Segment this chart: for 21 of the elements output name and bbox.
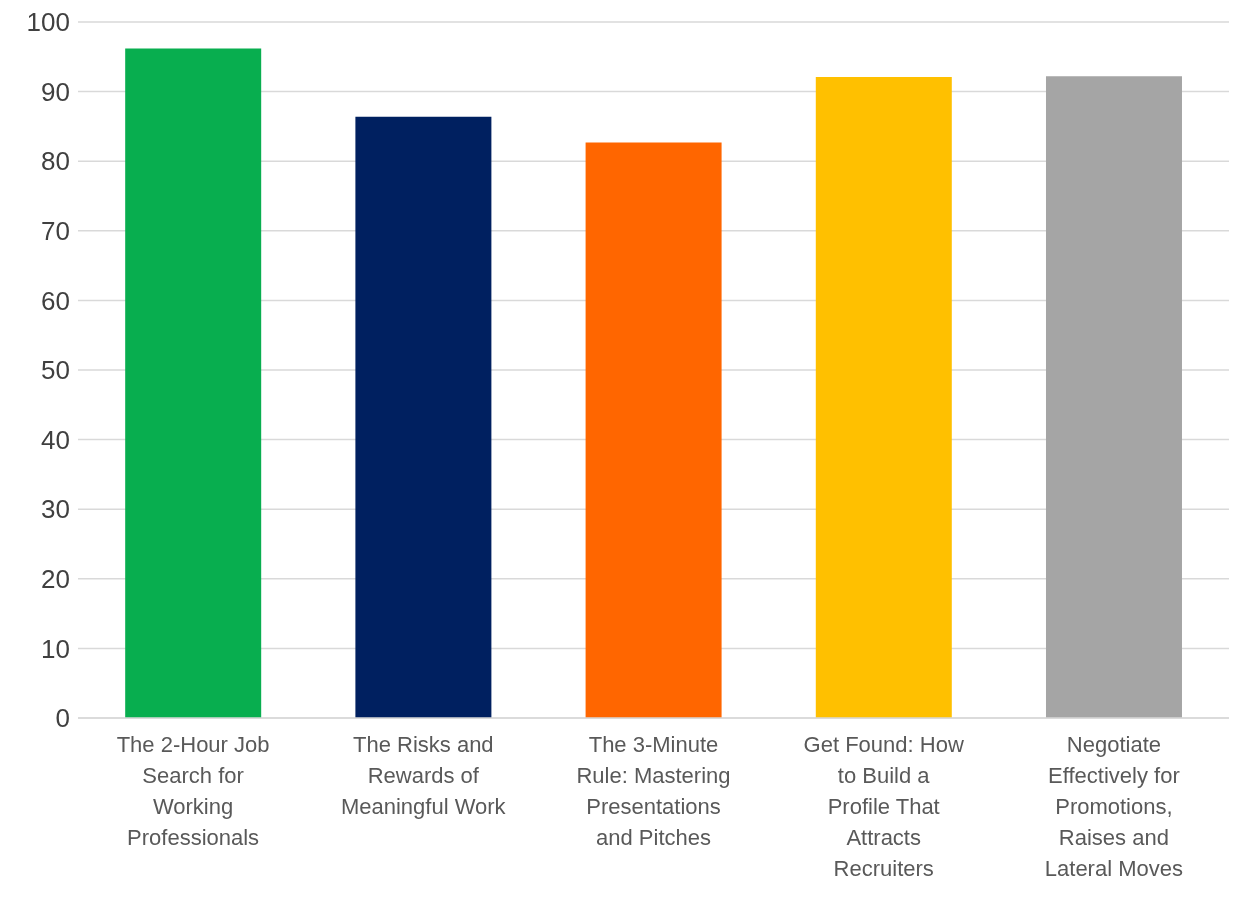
x-tick-label: The 3-Minute Rule: Mastering Presentations and Pitches <box>576 732 731 850</box>
bar <box>355 116 492 718</box>
y-tick-label: 20 <box>41 564 70 595</box>
y-tick-label: 40 <box>41 424 70 455</box>
y-tick-label: 0 <box>55 703 70 734</box>
y-tick-label: 30 <box>41 494 70 525</box>
y-tick-label: 70 <box>41 216 70 247</box>
y-tick-label: 10 <box>41 633 70 664</box>
y-tick-label: 100 <box>26 7 70 38</box>
y-tick-label: 80 <box>41 146 70 177</box>
y-tick-label: 90 <box>41 76 70 107</box>
bar <box>815 76 952 718</box>
bar <box>125 48 262 718</box>
bar <box>585 142 722 718</box>
bar <box>1045 76 1182 718</box>
y-tick-label: 60 <box>41 285 70 316</box>
y-tick-label: 50 <box>41 355 70 386</box>
x-tick-label: The 2-Hour Job Search for Working Professionals <box>116 732 270 850</box>
x-tick-label: The Risks and Rewards of Meaningful Work <box>340 732 507 819</box>
x-tick-label: Get Found: How to Build a Profile That Attracts Recruiters <box>803 732 964 881</box>
x-tick-label: Negotiate Effectively for Promotions, Raises and Lateral Moves <box>1044 732 1183 881</box>
